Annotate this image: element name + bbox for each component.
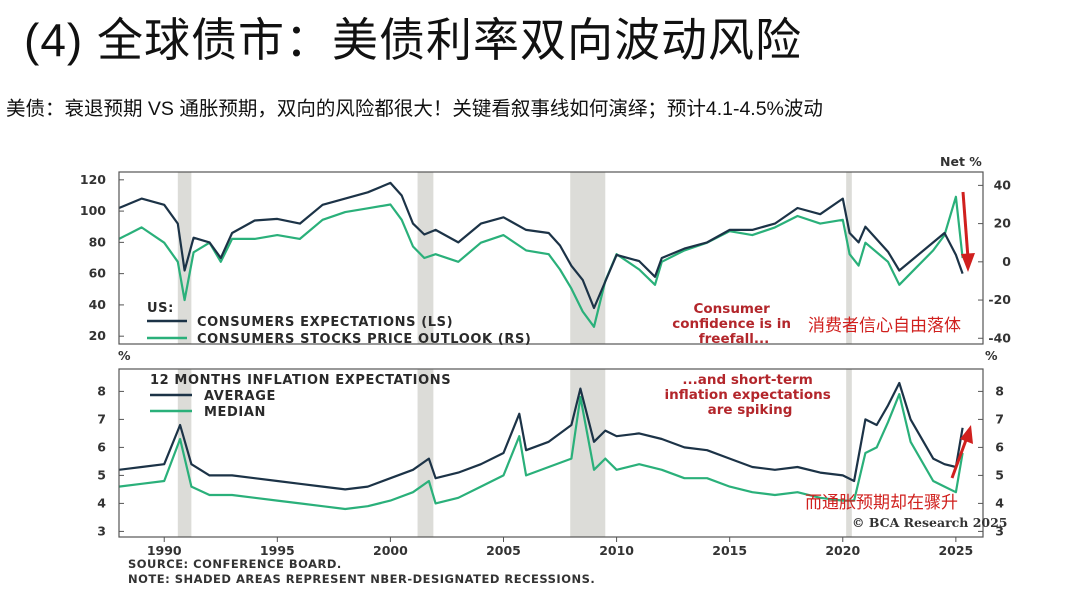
top-right-tick-label: -20 xyxy=(988,292,1011,307)
bottom-series-lines xyxy=(118,381,964,511)
top-annotation-line-2: confidence is in xyxy=(672,316,791,332)
down-arrow-head-icon xyxy=(961,253,975,272)
bottom-legend-label-median: MEDIAN xyxy=(204,405,266,420)
bottom-left-tick-labels: 8 7 6 5 4 3 xyxy=(97,383,106,538)
bottom-right-unit: % xyxy=(985,348,998,363)
top-left-tick-label: 80 xyxy=(89,234,107,249)
bottom-legend-label-average: AVERAGE xyxy=(204,389,276,404)
top-left-tick-label: 20 xyxy=(89,328,107,343)
bottom-annotation-line-2: inflation expectations xyxy=(665,387,831,403)
top-right-axis-label: Net % xyxy=(940,154,982,169)
brand-watermark: © BCA Research 2025 xyxy=(852,515,1008,530)
slide-title: (4) 全球债市：美债利率双向波动风险 xyxy=(24,14,802,66)
top-legend-label-stocks: CONSUMERS STOCKS PRICE OUTLOOK (RS) xyxy=(197,332,531,347)
x-tick-label: 2025 xyxy=(938,543,973,558)
x-tick-label: 2015 xyxy=(712,543,747,558)
series-line-median xyxy=(118,393,964,511)
bottom-left-tick-label: 4 xyxy=(97,495,106,510)
bottom-left-tick-label: 3 xyxy=(97,523,106,538)
recession-band xyxy=(570,369,606,537)
top-left-tick-label: 120 xyxy=(80,172,106,187)
top-annotation-line-1: Consumer xyxy=(693,301,770,317)
bottom-annotation-line-3: are spiking xyxy=(708,402,793,418)
top-left-tick-label: 40 xyxy=(89,297,107,312)
x-tick-label: 1990 xyxy=(147,543,182,558)
top-left-tick-label: 100 xyxy=(80,203,106,218)
slide-subtitle: 美债：衰退预期 VS 通胀预期，双向的风险都很大！关键看叙事线如何演绎；预计4.… xyxy=(6,98,823,120)
bottom-right-tick-label: 8 xyxy=(995,383,1004,398)
down-arrow-icon xyxy=(961,191,970,259)
series-line-stocks-outlook xyxy=(118,195,964,328)
bottom-left-tick-label: 5 xyxy=(97,467,106,482)
top-legend-label-expectations: CONSUMERS EXPECTATIONS (LS) xyxy=(197,315,453,330)
top-right-tick-label: 20 xyxy=(994,216,1012,231)
bottom-right-tick-label: 5 xyxy=(995,467,1004,482)
bottom-right-tick-label: 7 xyxy=(995,411,1004,426)
top-legend-header: US: xyxy=(147,301,174,316)
x-tick-label: 2005 xyxy=(486,543,521,558)
recession-band xyxy=(417,369,434,537)
bottom-left-tick-label: 7 xyxy=(97,411,106,426)
top-annotation: Consumer confidence is in freefall... xyxy=(672,301,796,347)
x-tick-label: 2020 xyxy=(825,543,860,558)
bottom-tick-marks xyxy=(119,390,983,532)
bottom-annotation: ...and short-term inflation expectations… xyxy=(665,372,836,418)
footer-source: SOURCE: CONFERENCE BOARD. xyxy=(128,557,342,571)
recession-band xyxy=(846,369,852,537)
top-panel-frame xyxy=(118,171,984,345)
top-annotation-line-3: freefall... xyxy=(699,331,769,347)
recession-band xyxy=(177,172,192,344)
bottom-right-tick-label: 3 xyxy=(995,523,1004,538)
bottom-right-tick-label: 6 xyxy=(995,439,1004,454)
top-panel: 120 100 80 60 40 20 40 20 0 -20 -40 Net % US: CON… xyxy=(80,154,1011,347)
series-line-average xyxy=(118,381,964,491)
top-right-tick-label: -40 xyxy=(988,330,1011,345)
x-axis-tick-labels: 1990 1995 2000 2005 2010 2015 2020 2025 xyxy=(147,537,973,558)
series-line-consumer-expectations xyxy=(118,181,964,310)
bottom-left-unit: % xyxy=(118,348,131,363)
top-right-tick-label: 40 xyxy=(994,177,1012,192)
bottom-chart-title: 12 MONTHS INFLATION EXPECTATIONS xyxy=(150,373,451,388)
bottom-panel-frame xyxy=(118,368,984,538)
top-right-tick-labels: 40 20 0 -20 -40 xyxy=(988,177,1011,345)
up-arrow-head-icon xyxy=(960,425,973,444)
footer-note: NOTE: SHADED AREAS REPRESENT NBER-DESIGN… xyxy=(128,572,595,586)
bottom-annotation-chinese: 而通胀预期却在骤升 xyxy=(805,493,958,513)
x-tick-label: 2000 xyxy=(373,543,408,558)
bottom-panel: 8 7 6 5 4 3 8 7 6 5 4 3 % % 12 MONTHS INFLATION EX… xyxy=(97,348,1007,538)
bottom-left-tick-label: 8 xyxy=(97,383,106,398)
top-tick-marks xyxy=(119,179,983,339)
bottom-right-tick-labels: 8 7 6 5 4 3 xyxy=(995,383,1004,538)
top-right-tick-label: 0 xyxy=(1002,254,1011,269)
top-annotation-chinese: 消费者信心自由落体 xyxy=(808,316,961,336)
bottom-left-tick-label: 6 xyxy=(97,439,106,454)
top-left-tick-labels: 120 100 80 60 40 20 xyxy=(80,172,106,343)
recession-band xyxy=(570,172,606,344)
top-series-lines xyxy=(118,181,964,328)
x-tick-label: 2010 xyxy=(599,543,634,558)
up-arrow-icon xyxy=(950,439,968,479)
bottom-annotation-line-1: ...and short-term xyxy=(682,372,812,388)
top-left-tick-label: 60 xyxy=(89,266,107,281)
recession-band xyxy=(846,172,852,344)
x-tick-label: 1995 xyxy=(260,543,295,558)
bottom-right-tick-label: 4 xyxy=(995,495,1004,510)
